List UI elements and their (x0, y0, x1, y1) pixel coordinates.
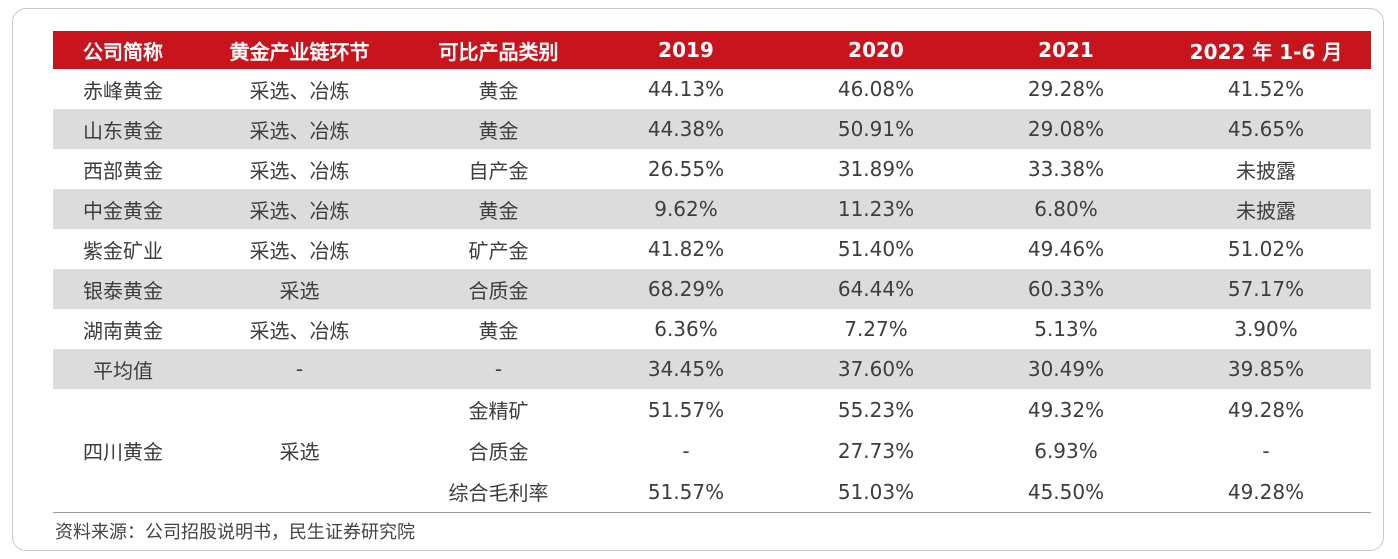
cell-2022h1: 41.52% (1227, 77, 1305, 101)
header-company: 公司简称 (53, 31, 193, 69)
header-2021: 2021 (971, 31, 1161, 69)
cell-product: 黄金 (406, 109, 591, 149)
cell-2022h1: 未披露 (1161, 189, 1371, 229)
cell-product: 矿产金 (468, 238, 529, 263)
cell-2019: 26.55% (647, 157, 725, 181)
header-chain: 黄金产业链环节 (193, 31, 406, 69)
header-product: 可比产品类别 (406, 31, 591, 69)
cell-company: 四川黄金 (53, 389, 193, 513)
cell-2019: 51.57% (591, 471, 781, 513)
sichuan-row: 四川黄金 采选 金精矿 51.57% 55.23% 49.32% 49.28% (53, 389, 1371, 513)
header-row: 公司简称 黄金产业链环节 可比产品类别 2019 2020 2021 2022 … (53, 31, 1371, 69)
cell-2022h1: 3.90% (1234, 317, 1298, 341)
cell-product: - (406, 349, 591, 389)
cell-2020: 11.23% (781, 189, 971, 229)
cell-2019: 44.38% (591, 109, 781, 149)
cell-2019: - (682, 438, 690, 463)
cell-product: 综合毛利率 (406, 471, 591, 513)
cell-product: 金精矿 (468, 399, 529, 423)
cell-2020: 51.03% (781, 471, 971, 513)
cell-chain: - (193, 349, 406, 389)
cell-product: 合质金 (468, 440, 529, 464)
cell-2019: 41.82% (647, 237, 725, 261)
cell-2022h1: 49.28% (1227, 397, 1305, 422)
table-row: 赤峰黄金 采选、冶炼 黄金 44.13% 46.08% 29.28% 41.52… (53, 69, 1371, 109)
sichuan-row: 合质金 - 27.73% 6.93% - (53, 430, 1371, 471)
cell-product: 黄金 (478, 318, 519, 343)
cell-2019: 6.36% (654, 317, 718, 341)
cell-company: 山东黄金 (53, 109, 193, 149)
cell-2022h1: 未披露 (1236, 158, 1296, 183)
cell-2021: 6.80% (971, 189, 1161, 229)
cell-chain: 采选、冶炼 (193, 189, 406, 229)
cell-2022h1: 39.85% (1161, 349, 1371, 389)
cell-2021: 6.93% (1034, 438, 1098, 463)
cell-2021: 45.50% (971, 471, 1161, 513)
cell-2021: 49.32% (1027, 397, 1105, 422)
cell-product: 合质金 (406, 269, 591, 309)
cell-2022h1: 57.17% (1161, 269, 1371, 309)
cell-2019: 51.57% (647, 397, 725, 422)
cell-2021: 49.46% (1027, 237, 1105, 261)
cell-2020: 50.91% (781, 109, 971, 149)
cell-2020: 51.40% (837, 237, 915, 261)
table-row: 银泰黄金 采选 合质金 68.29% 64.44% 60.33% 57.17% (53, 269, 1371, 309)
cell-2021: 60.33% (971, 269, 1161, 309)
cell-product: 黄金 (406, 189, 591, 229)
cell-chain: 采选、冶炼 (249, 78, 350, 103)
cell-2020: 31.89% (837, 157, 915, 181)
cell-company: 湖南黄金 (83, 318, 163, 343)
cell-2021: 5.13% (1034, 317, 1098, 341)
cell-company: 赤峰黄金 (83, 78, 163, 103)
cell-company: 紫金矿业 (83, 238, 163, 263)
cell-chain: 采选、冶炼 (249, 238, 350, 263)
cell-2021: 30.49% (971, 349, 1161, 389)
cell-2020: 55.23% (837, 397, 915, 422)
cell-company: 西部黄金 (83, 158, 163, 183)
table-row: 湖南黄金 采选、冶炼 黄金 6.36% 7.27% 5.13% 3.90% (53, 309, 1371, 349)
cell-2022h1: - (1262, 438, 1270, 463)
cell-2020: 37.60% (781, 349, 971, 389)
cell-2020: 46.08% (837, 77, 915, 101)
table-row: 中金黄金 采选、冶炼 黄金 9.62% 11.23% 6.80% 未披露 (53, 189, 1371, 229)
cell-2019: 34.45% (591, 349, 781, 389)
cell-chain: 采选、冶炼 (193, 109, 406, 149)
cell-2022h1: 45.65% (1161, 109, 1371, 149)
header-2020: 2020 (781, 31, 971, 69)
cell-product: 黄金 (478, 78, 519, 103)
cell-company: 银泰黄金 (53, 269, 193, 309)
cell-2021: 29.28% (1027, 77, 1105, 101)
table-row: 紫金矿业 采选、冶炼 矿产金 41.82% 51.40% 49.46% 51.0… (53, 229, 1371, 269)
cell-chain: 采选、冶炼 (249, 318, 350, 343)
cell-2019: 68.29% (591, 269, 781, 309)
source-note: 资料来源：公司招股说明书，民生证券研究院 (55, 522, 415, 543)
cell-2020: 64.44% (781, 269, 971, 309)
header-2019: 2019 (591, 31, 781, 69)
cell-company: 平均值 (53, 349, 193, 389)
table-card: 公司简称 黄金产业链环节 可比产品类别 2019 2020 2021 2022 … (12, 8, 1384, 551)
cell-company: 中金黄金 (53, 189, 193, 229)
cell-2020: 27.73% (837, 438, 915, 463)
cell-2019: 9.62% (591, 189, 781, 229)
cell-2020: 7.27% (844, 317, 908, 341)
cell-2021: 33.38% (1027, 157, 1105, 181)
cell-2019: 44.13% (647, 77, 725, 101)
cell-2022h1: 51.02% (1227, 237, 1305, 261)
cell-chain: 采选 (193, 389, 406, 513)
average-row: 平均值 - - 34.45% 37.60% 30.49% 39.85% (53, 349, 1371, 389)
table-row: 西部黄金 采选、冶炼 自产金 26.55% 31.89% 33.38% 未披露 (53, 149, 1371, 189)
table-row: 山东黄金 采选、冶炼 黄金 44.38% 50.91% 29.08% 45.65… (53, 109, 1371, 149)
cell-2021: 29.08% (971, 109, 1161, 149)
cell-chain: 采选、冶炼 (249, 158, 350, 183)
gross-margin-table: 公司简称 黄金产业链环节 可比产品类别 2019 2020 2021 2022 … (53, 31, 1371, 513)
cell-2022h1: 49.28% (1161, 471, 1371, 513)
sichuan-row: 综合毛利率 51.57% 51.03% 45.50% 49.28% (53, 471, 1371, 513)
header-2022h1: 2022 年 1-6 月 (1161, 31, 1371, 69)
cell-chain: 采选 (193, 269, 406, 309)
cell-product: 自产金 (468, 158, 529, 183)
